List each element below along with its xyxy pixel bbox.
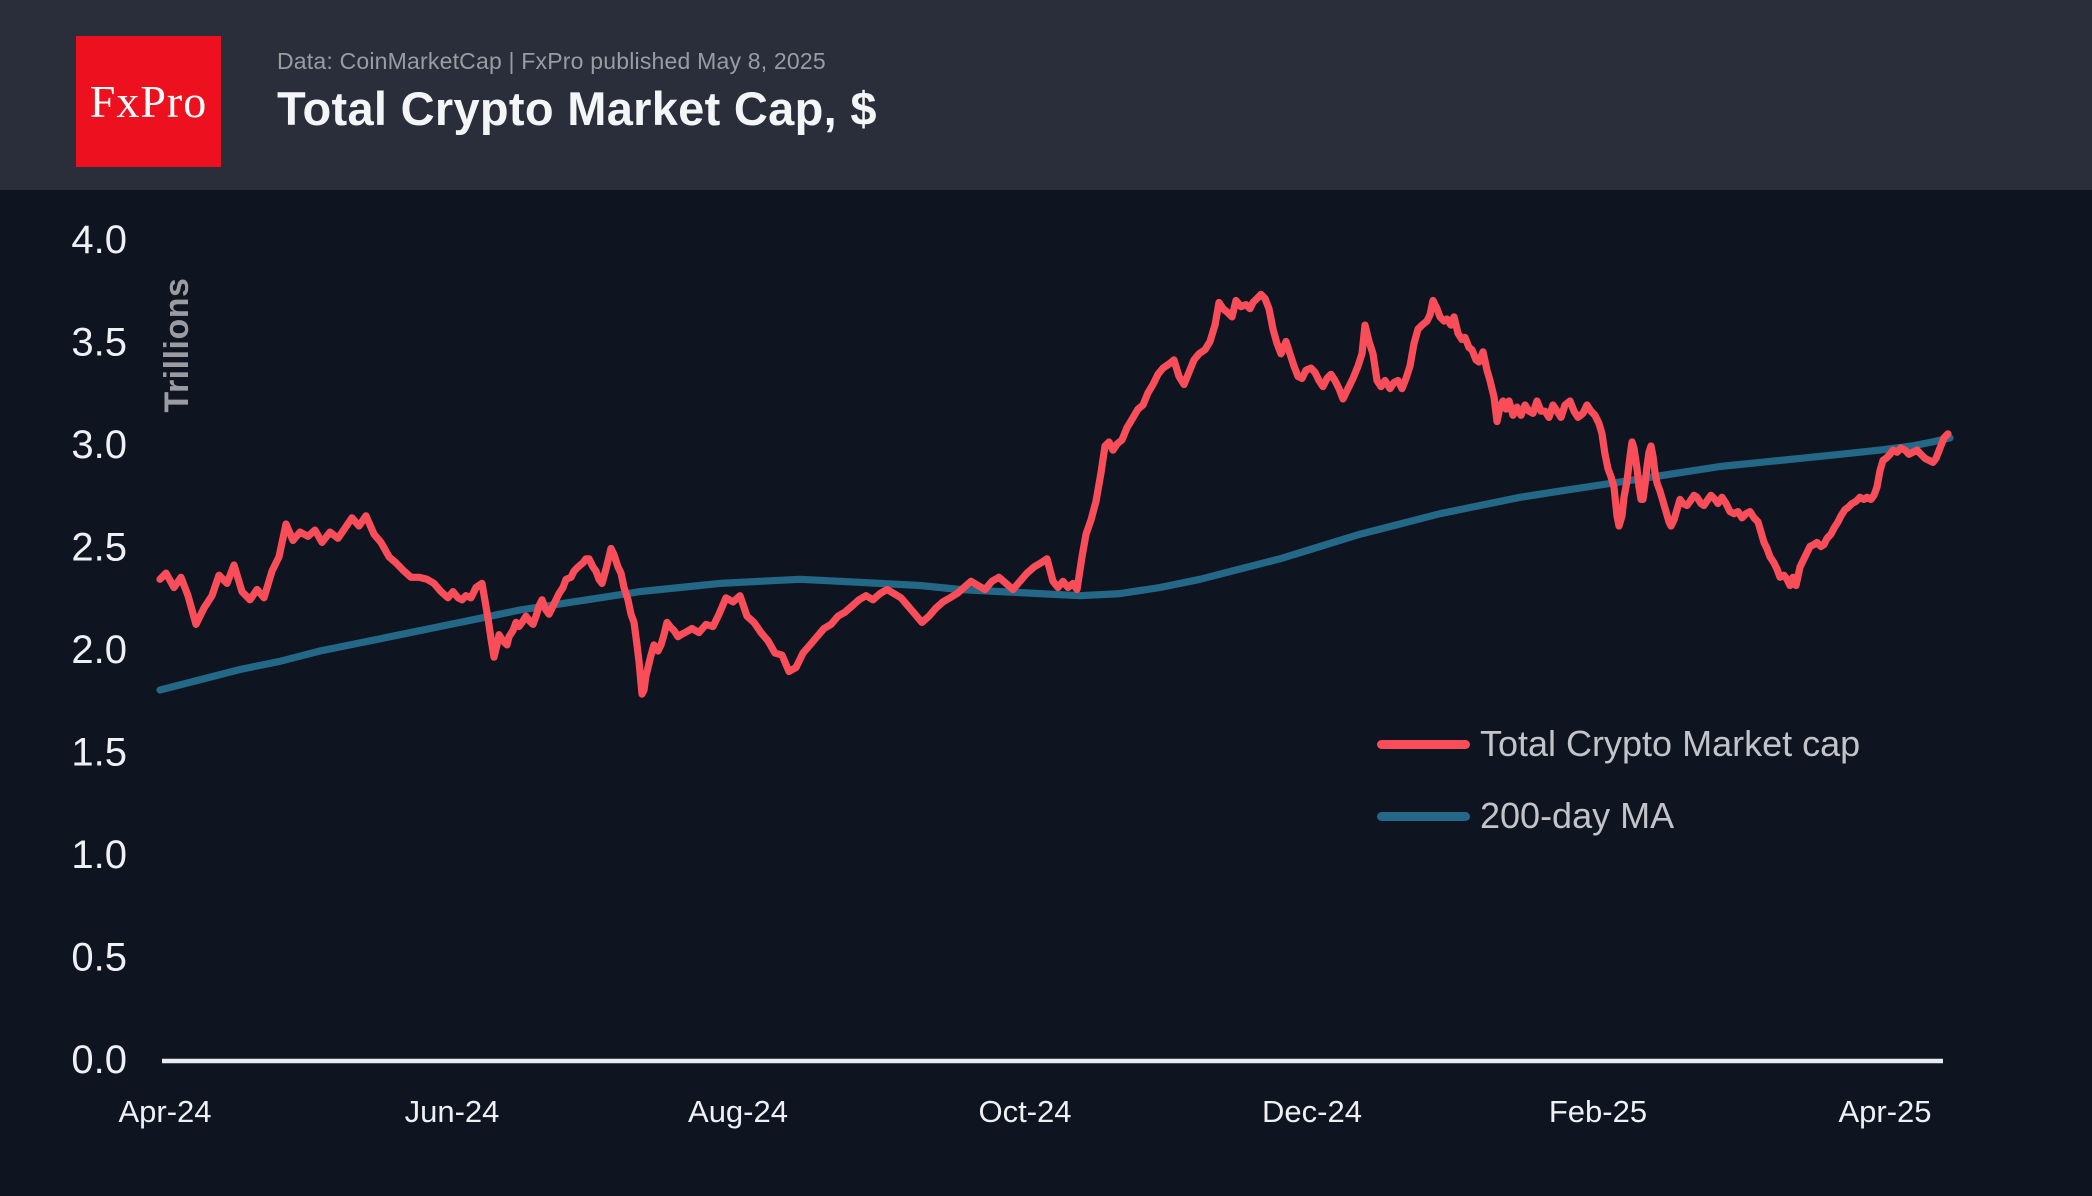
legend-label-market-cap: Total Crypto Market cap — [1480, 723, 1861, 764]
legend-label-200day-ma: 200-day MA — [1480, 795, 1675, 836]
y-tick-label-0.5: 0.5 — [71, 936, 127, 980]
y-tick-label-1.5: 1.5 — [71, 731, 127, 775]
header-text-block: Data: CoinMarketCap | FxPro published Ma… — [277, 48, 877, 136]
y-tick-label-2.5: 2.5 — [71, 526, 127, 570]
fxpro-logo-text: FxPro — [89, 76, 208, 127]
x-tick-label-jun-24: Jun-24 — [405, 1094, 500, 1129]
legend: Total Crypto Market cap 200-day MA — [1377, 722, 1860, 838]
y-tick-label-0.0: 0.0 — [71, 1038, 127, 1082]
y-tick-label-4.0: 4.0 — [71, 218, 127, 262]
header: FxPro Data: CoinMarketCap | FxPro publis… — [0, 0, 2092, 190]
y-axis-title: Trillions — [158, 277, 196, 413]
y-tick-label-1.0: 1.0 — [71, 833, 127, 877]
x-tick-label-oct-24: Oct-24 — [978, 1094, 1071, 1129]
200-day-ma-line — [156, 434, 1954, 694]
x-tick-label-apr-24: Apr-24 — [118, 1094, 211, 1129]
data-source-caption: Data: CoinMarketCap | FxPro published Ma… — [277, 48, 826, 74]
fxpro-logo: FxPro — [76, 36, 221, 167]
legend-item-market-cap: Total Crypto Market cap — [1377, 722, 1860, 766]
x-tick-label-aug-24: Aug-24 — [688, 1094, 788, 1129]
ma-line-swatch — [1377, 811, 1470, 821]
y-tick-label-3.0: 3.0 — [71, 423, 127, 467]
y-tick-label-2.0: 2.0 — [71, 628, 127, 672]
x-tick-label-apr-25: Apr-25 — [1838, 1094, 1931, 1129]
x-tick-label-dec-24: Dec-24 — [1262, 1094, 1362, 1129]
total-crypto-market-cap-line — [156, 290, 1952, 698]
y-tick-label-3.5: 3.5 — [71, 321, 127, 365]
legend-item-200day-ma: 200-day MA — [1377, 794, 1860, 838]
chart-title: Total Crypto Market Cap, $ — [277, 82, 877, 135]
market-cap-line-swatch — [1377, 739, 1470, 749]
x-tick-label-feb-25: Feb-25 — [1549, 1094, 1647, 1129]
